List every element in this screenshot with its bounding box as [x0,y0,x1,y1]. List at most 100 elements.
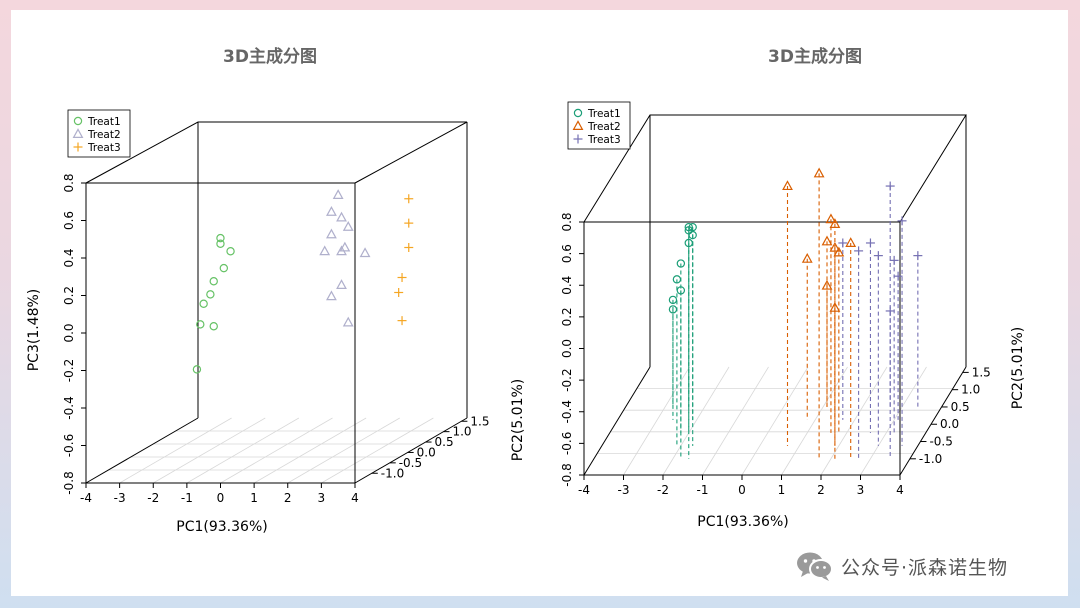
legend-label: Treat3 [587,134,621,146]
x-tick-label: -2 [657,483,669,497]
data-point [813,167,825,178]
x-tick-label: -2 [147,491,159,505]
x-tick-label: 2 [817,483,825,497]
data-point [865,238,875,248]
z-tick-label: -0.5 [399,456,422,470]
series-treat3 [394,194,414,326]
legend-label: Treat1 [587,108,621,120]
chart-title: 3D主成分图 [768,46,862,67]
series-treat2 [782,167,857,459]
z-axis-title: PC2(5.01%) [510,379,526,462]
data-point [668,295,678,305]
x-tick-label: -4 [578,483,590,497]
x-tick-label: -1 [181,491,193,505]
data-point [821,235,833,246]
legend-label: Treat3 [87,142,121,154]
watermark-text: 公众号·派森诺生物 [841,556,1009,579]
data-point [821,279,833,290]
data-point [782,180,793,191]
x-tick-label: 0 [738,483,746,497]
x-axis-title: PC1(93.36%) [697,514,788,530]
data-point [801,252,813,263]
data-point [897,216,907,226]
data-point [829,218,841,228]
data-point [336,245,347,256]
data-point [359,247,371,258]
data-point [404,243,414,252]
data-point [192,365,202,374]
chart-title: 3D主成分图 [223,46,317,67]
data-point [845,237,857,247]
legend-marker [572,120,584,130]
z-tick-label: 1.0 [452,425,471,439]
data-point [216,233,225,243]
data-point [332,189,344,199]
x-tick-label: -1 [697,483,709,497]
z-tick-label: 1.0 [961,383,980,397]
y-tick-label: -0.2 [62,359,76,382]
x-tick-label: 0 [217,491,225,505]
data-point [889,255,899,265]
legend-marker [73,142,83,152]
data-point [668,305,678,314]
z-tick-label: 0.5 [435,435,454,449]
data-point [199,299,208,308]
z-axis: -1.0-0.50.00.51.01.5 [371,414,489,480]
z-tick-label: -1.0 [919,452,942,466]
x-tick-label: 4 [351,491,359,505]
legend-marker [573,134,583,144]
y-tick-label: 0.4 [560,276,574,295]
z-tick-label: 0.0 [940,417,959,431]
data-point [394,288,404,297]
floor-grid [597,366,953,476]
x-tick-label: 2 [284,491,292,505]
series-treat3 [838,181,923,459]
z-tick-label: 0.0 [417,445,436,459]
data-point [404,218,414,228]
y-tick-label: 0.6 [560,244,574,263]
data-point [326,290,337,301]
data-point [893,271,903,281]
series-treat1 [668,222,697,459]
data-point [209,322,218,331]
data-point [913,251,923,261]
y-tick-label: 0.6 [62,211,76,230]
data-point [216,239,225,248]
data-point [676,286,686,295]
x-tick-label: 1 [778,483,786,497]
data-point [397,316,407,326]
y-tick-label: -0.4 [62,396,76,419]
data-point [339,241,351,252]
legend-label: Treat2 [87,129,121,141]
pca-3d-chart-left: 3D主成分图-4 -3 -2 -1 0 1 2 3 4-0.8-0.6-0.4-0.20.00.… [26,46,526,535]
z-tick-label: -1.0 [381,466,404,480]
y-tick-label: -0.4 [560,400,574,423]
series-treat2 [319,189,371,327]
watermark: 公众号·派森诺生物 [795,550,1065,582]
legend-marker [73,116,83,126]
z-axis: -1.0-0.50.00.51.01.5 [909,365,991,466]
x-tick-label: -3 [618,483,630,497]
y-tick-label: -0.6 [560,432,574,455]
x-tick-label: -3 [114,491,126,505]
data-point [829,301,841,312]
data-point [209,277,218,286]
data-point [342,221,354,231]
y-axis: -0.8 -0.6 -0.4 -0.2 0.0 0.2 0.4 0.6 0.8 [560,212,584,487]
data-point [684,238,693,248]
y-tick-label: 0.2 [62,286,76,305]
x-axis: -4 -3 -2 -1 0 1 2 3 4 [80,483,359,505]
legend-label: Treat1 [87,116,121,128]
box-frame [85,121,468,484]
legend-label: Treat2 [587,121,621,133]
data-point [873,251,883,261]
data-point [336,279,347,289]
y-tick-label: 0.0 [560,339,574,358]
z-tick-label: -0.5 [929,435,952,449]
y-tick-label: 0.8 [62,173,76,192]
x-axis-title: PC1(93.36%) [176,519,267,535]
data-point [219,263,229,273]
x-tick-label: 1 [250,491,258,505]
data-point [854,246,864,256]
